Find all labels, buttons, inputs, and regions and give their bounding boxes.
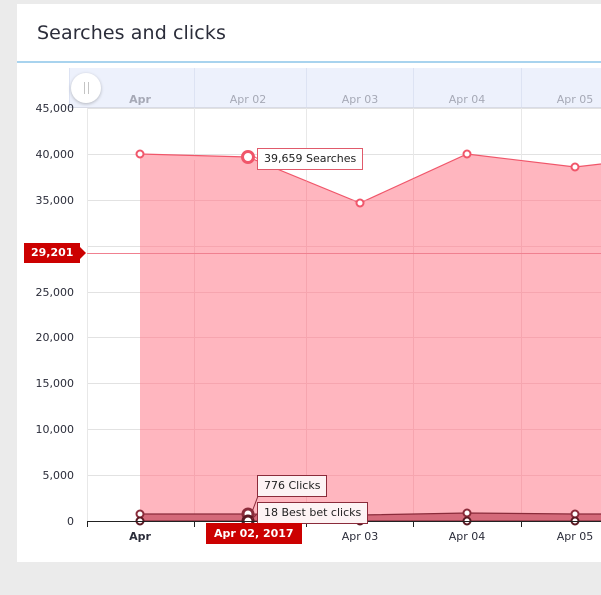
clicks-area: [140, 513, 601, 521]
y-tick-label: 25,000: [36, 286, 75, 299]
navigator-label: Apr 02: [229, 93, 267, 106]
best-bet-tooltip: 18 Best bet clicks: [257, 502, 369, 524]
x-tick-label: Apr: [129, 530, 151, 543]
navigator-divider: [194, 68, 195, 108]
navigator-label: Apr: [129, 93, 151, 106]
title-divider: [17, 61, 601, 63]
navigator-divider: [521, 68, 522, 108]
y-tick-label: 15,000: [36, 377, 75, 390]
y-tick-label: 45,000: [36, 102, 75, 115]
navigator-label: Apr 04: [448, 93, 486, 106]
crosshair-y-label: 29,201: [24, 243, 87, 263]
x-tick-label: Apr 03: [342, 530, 379, 543]
y-tick-label: 35,000: [36, 194, 75, 207]
y-tick-label: 40,000: [36, 148, 75, 161]
x-axis-labels: Apr Apr 03 Apr 04 Apr 05: [129, 530, 593, 543]
crosshair-x-label: Apr 02, 2017: [206, 523, 302, 544]
navigator-handle[interactable]: [71, 73, 101, 103]
x-tick-label: Apr 04: [449, 530, 486, 543]
navigator-divider: [306, 68, 307, 108]
searches-tooltip: 39,659 Searches: [257, 148, 364, 170]
navigator-label: Apr 05: [556, 93, 594, 106]
y-tick-label: 0: [67, 515, 74, 528]
navigator-baseline: [69, 107, 601, 108]
y-tick-label: 20,000: [36, 331, 75, 344]
navigator-label: Apr 03: [341, 93, 379, 106]
card-title: Searches and clicks: [37, 22, 226, 44]
navigator-divider: [69, 68, 70, 108]
searches-markers: [135, 149, 580, 208]
range-navigator[interactable]: Apr Apr 02 Apr 03 Apr 04 Apr 05: [69, 68, 601, 108]
drag-handle-icon: [83, 82, 89, 94]
navigator-divider: [413, 68, 414, 108]
clicks-tooltip: 776 Clicks: [257, 475, 328, 497]
y-axis-labels: 0 5,000 10,000 15,000 20,000 25,000 35,0…: [36, 102, 75, 528]
y-tick-label: 10,000: [36, 423, 75, 436]
y-tick-label: 5,000: [43, 469, 75, 482]
x-tick-label: Apr 05: [557, 530, 594, 543]
